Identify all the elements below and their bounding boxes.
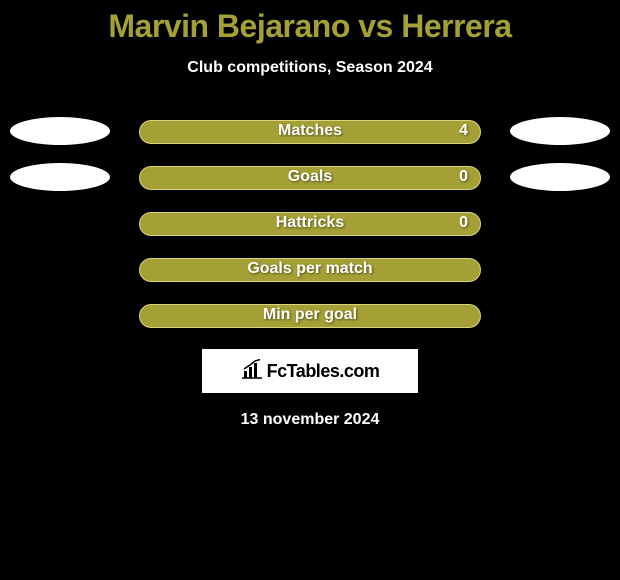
stat-label: Goals xyxy=(140,168,480,186)
stat-row-matches: Matches 4 xyxy=(0,119,620,145)
stat-label: Hattricks xyxy=(140,214,480,232)
subtitle: Club competitions, Season 2024 xyxy=(0,59,620,77)
stat-value: 4 xyxy=(459,122,468,140)
stat-row-goals: Goals 0 xyxy=(0,165,620,191)
logo-box: FcTables.com xyxy=(202,349,418,393)
stat-label: Min per goal xyxy=(140,306,480,324)
stats-rows: Matches 4 Goals 0 Hattricks 0 Goals per … xyxy=(0,119,620,329)
left-ellipse xyxy=(10,117,110,145)
stat-bar: Matches 4 xyxy=(139,120,481,144)
logo-text: FcTables.com xyxy=(267,361,380,382)
stat-label: Goals per match xyxy=(140,260,480,278)
left-ellipse xyxy=(10,163,110,191)
right-ellipse xyxy=(510,163,610,191)
stat-bar: Goals 0 xyxy=(139,166,481,190)
date-line: 13 november 2024 xyxy=(0,411,620,429)
page-title: Marvin Bejarano vs Herrera xyxy=(0,8,620,45)
stat-value: 0 xyxy=(459,168,468,186)
stat-bar: Min per goal xyxy=(139,304,481,328)
stat-row-hattricks: Hattricks 0 xyxy=(0,211,620,237)
stat-row-goals-per-match: Goals per match xyxy=(0,257,620,283)
stat-label: Matches xyxy=(140,122,480,140)
stat-bar: Goals per match xyxy=(139,258,481,282)
bar-chart-icon xyxy=(241,359,263,384)
right-ellipse xyxy=(510,117,610,145)
stat-row-min-per-goal: Min per goal xyxy=(0,303,620,329)
stat-bar: Hattricks 0 xyxy=(139,212,481,236)
stat-value: 0 xyxy=(459,214,468,232)
